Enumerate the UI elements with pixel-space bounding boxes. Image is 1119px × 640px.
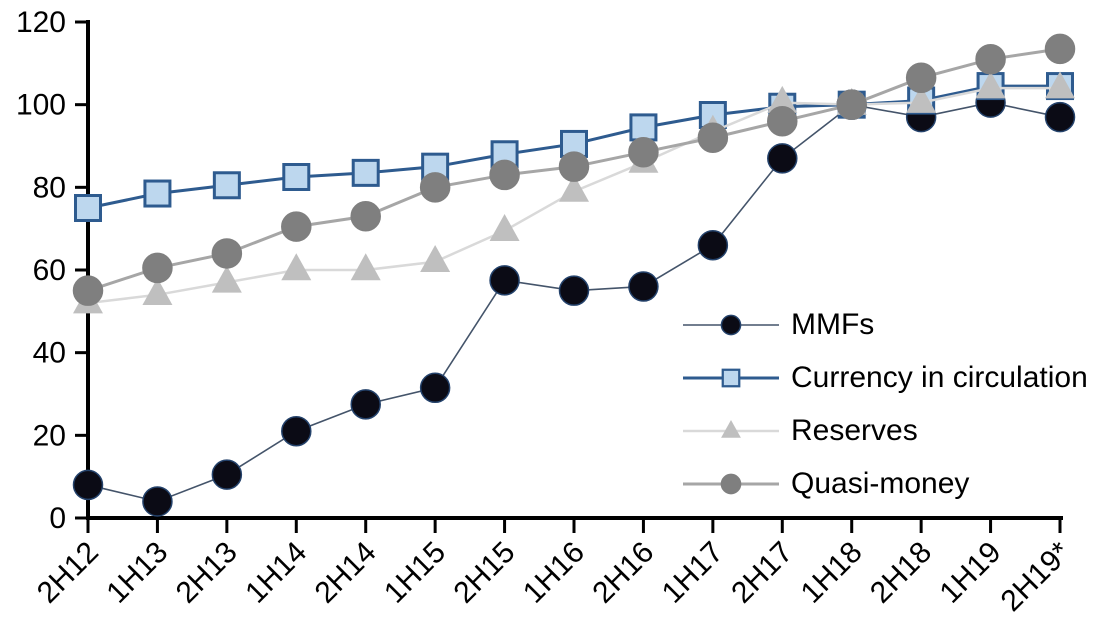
currency-in-circulation-square-marker-icon [212,171,241,200]
mmfs-circle-marker-icon [211,459,243,490]
currency-in-circulation-square-marker-icon [629,113,658,142]
quasi-money-circle-marker-icon [281,211,312,242]
reserves-triangle-marker-icon [906,85,937,113]
reserves-triangle-marker-icon [767,85,798,113]
legend-item-mmfs: MMFs [681,298,1088,351]
quasi-money-circle-marker-icon [836,89,867,120]
mmfs-circle-marker-icon [767,143,798,174]
quasi-money-circle-marker-icon [975,43,1006,75]
y-tick-label: 60 [33,254,66,287]
reserves-legend-marker [683,419,779,438]
currency-in-circulation-legend-marker [683,368,779,387]
mmfs-circle-marker-icon [142,486,173,517]
legend-label: Quasi-money [791,466,970,500]
quasi-money-circle-marker-icon [905,62,937,94]
x-tick-label: 2H16 [586,536,660,610]
quasi-money-legend-marker [683,473,779,494]
currency-in-circulation-square-marker-icon [721,368,741,387]
reserves-triangle-marker-icon [559,174,589,202]
quasi-money-circle-marker-icon [350,201,381,232]
currency-in-circulation-square-marker-icon [74,194,102,222]
x-tick-label: 1H17 [656,536,730,610]
legend-label: Currency in circulation [791,360,1088,394]
x-tick-label: 1H15 [378,536,452,610]
quasi-money-circle-marker-icon [211,238,243,269]
mmfs-circle-marker-icon [720,314,742,335]
currency-in-circulation-square-marker-icon [351,158,380,187]
legend-label: MMFs [791,307,875,341]
reserves-triangle-marker-icon [1045,71,1075,99]
quasi-money-circle-marker-icon [720,473,742,494]
quasi-money-circle-marker-icon [72,275,104,306]
y-tick-label: 20 [33,419,66,452]
x-tick-label: 1H13 [100,536,174,610]
legend-label: Reserves [791,413,918,447]
x-tick-label: 2H19* [995,535,1078,618]
reserves-triangle-marker-icon [281,253,312,281]
legend: MMFs Currency in circulation Reserves Quasi… [681,298,1088,510]
quasi-money-circle-marker-icon [142,252,173,284]
x-tick-label: 2H17 [725,536,799,610]
mmfs-circle-marker-icon [72,469,104,501]
y-tick-label: 0 [49,502,66,535]
quasi-money-circle-marker-icon [419,172,451,203]
x-tick-label: 2H12 [31,536,105,610]
reserves-triangle-marker-icon [420,244,451,272]
mmfs-legend-marker [683,314,779,335]
quasi-money-circle-marker-icon [767,105,798,137]
mmfs-circle-marker-icon [1044,101,1076,133]
mmfs-circle-marker-icon [558,275,590,306]
x-tick-label: 2H13 [170,536,244,610]
quasi-money-circle-marker-icon [1044,33,1076,65]
quasi-money-circle-marker-icon [558,151,590,182]
y-tick-label: 80 [33,171,66,204]
mmfs-circle-marker-icon [697,229,729,261]
reserves-triangle-marker-icon [142,278,173,306]
reserves-triangle-marker-icon [721,419,741,438]
x-tick-label: 2H14 [309,536,383,610]
mmfs-circle-marker-icon [628,271,659,302]
x-tick-label: 2H18 [864,536,938,610]
mmfs-circle-marker-icon [489,265,520,296]
mmfs-circle-marker-icon [350,389,381,420]
currency-in-circulation-square-marker-icon [282,163,311,191]
x-tick-label: 2H15 [447,536,521,610]
legend-item-quasi-money: Quasi-money [681,457,1088,510]
legend-item-currency-in-circulation: Currency in circulation [681,351,1088,404]
reserves-triangle-marker-icon [211,265,242,293]
mmfs-circle-marker-icon [419,372,451,404]
legend-item-reserves: Reserves [681,404,1088,457]
x-tick-label: 1H19 [933,536,1007,610]
x-tick-label: 1H14 [239,536,313,610]
reserves-triangle-marker-icon [350,253,381,281]
x-tick-label: 1H16 [517,536,591,610]
quasi-money-circle-marker-icon [489,159,520,191]
reserves-triangle-marker-icon [489,213,520,241]
quasi-money-circle-marker-icon [628,136,659,168]
currency-in-circulation-square-marker-icon [143,179,172,208]
reserves-triangle-marker-icon [975,71,1006,99]
y-tick-label: 40 [33,337,66,370]
mmfs-circle-marker-icon [281,415,312,447]
x-tick-label: 1H18 [795,536,869,610]
y-tick-label: 100 [16,89,66,122]
quasi-money-circle-marker-icon [697,122,729,153]
y-tick-label: 120 [16,6,66,39]
